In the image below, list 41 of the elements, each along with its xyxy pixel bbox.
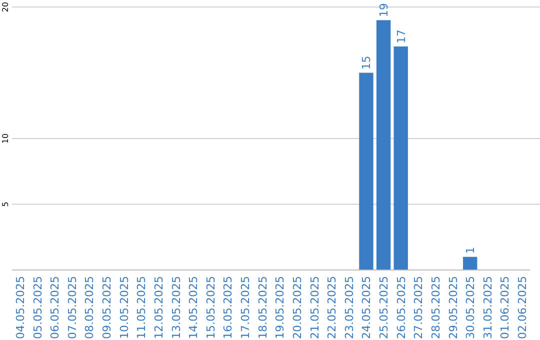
x-tick-label: 11.05.2025 bbox=[135, 276, 148, 339]
x-tick-label: 22.05.2025 bbox=[326, 276, 339, 339]
x-tick-label: 26.05.2025 bbox=[394, 276, 408, 339]
x-tick-label: 30.05.2025 bbox=[464, 276, 478, 339]
x-tick-label: 01.06.2025 bbox=[498, 276, 512, 339]
data-label: 1 bbox=[464, 246, 478, 254]
x-tick-label: 13.05.2025 bbox=[170, 276, 183, 339]
x-tick-label: 27.05.2025 bbox=[412, 276, 426, 339]
data-label: 19 bbox=[378, 3, 391, 18]
x-tick-label: 16.05.2025 bbox=[222, 276, 235, 339]
x-tick-label: 21.05.2025 bbox=[308, 276, 322, 339]
x-tick-label: 19.05.2025 bbox=[274, 276, 287, 339]
x-tick-label: 18.05.2025 bbox=[256, 276, 270, 339]
x-tick-label: 02.06.2025 bbox=[516, 276, 530, 339]
y-tick-label: 5 bbox=[1, 202, 10, 207]
bar bbox=[463, 256, 478, 270]
x-tick-label: 24.05.2025 bbox=[360, 276, 374, 339]
x-tick-label: 12.05.2025 bbox=[152, 276, 166, 339]
x-tick-label: 06.05.2025 bbox=[48, 276, 62, 339]
x-tick-label: 20.05.2025 bbox=[290, 276, 304, 339]
bar bbox=[376, 20, 391, 270]
x-tick-label: 14.05.2025 bbox=[187, 276, 200, 339]
data-label: 15 bbox=[360, 56, 374, 70]
x-tick-label: 25.05.2025 bbox=[378, 276, 391, 339]
y-tick-label: 10 bbox=[1, 133, 10, 144]
x-tick-label: 17.05.2025 bbox=[239, 276, 252, 339]
x-tick-label: 31.05.2025 bbox=[481, 276, 494, 339]
x-tick-label: 09.05.2025 bbox=[100, 276, 114, 339]
x-tick-label: 07.05.2025 bbox=[66, 276, 79, 339]
x-tick-label: 28.05.2025 bbox=[429, 276, 442, 339]
x-tick-label: 29.05.2025 bbox=[446, 276, 460, 339]
x-tick-label: 10.05.2025 bbox=[118, 276, 131, 339]
x-tick-label: 15.05.2025 bbox=[204, 276, 218, 339]
x-tick-label: 04.05.2025 bbox=[14, 276, 27, 339]
x-tick-label: 08.05.2025 bbox=[83, 276, 96, 339]
x-tick-label: 23.05.2025 bbox=[342, 276, 356, 339]
x-tick-label: 05.05.2025 bbox=[31, 276, 44, 339]
y-tick-label: 20 bbox=[1, 2, 10, 12]
bar bbox=[394, 46, 408, 270]
data-label: 17 bbox=[394, 29, 408, 44]
bar bbox=[359, 72, 374, 270]
